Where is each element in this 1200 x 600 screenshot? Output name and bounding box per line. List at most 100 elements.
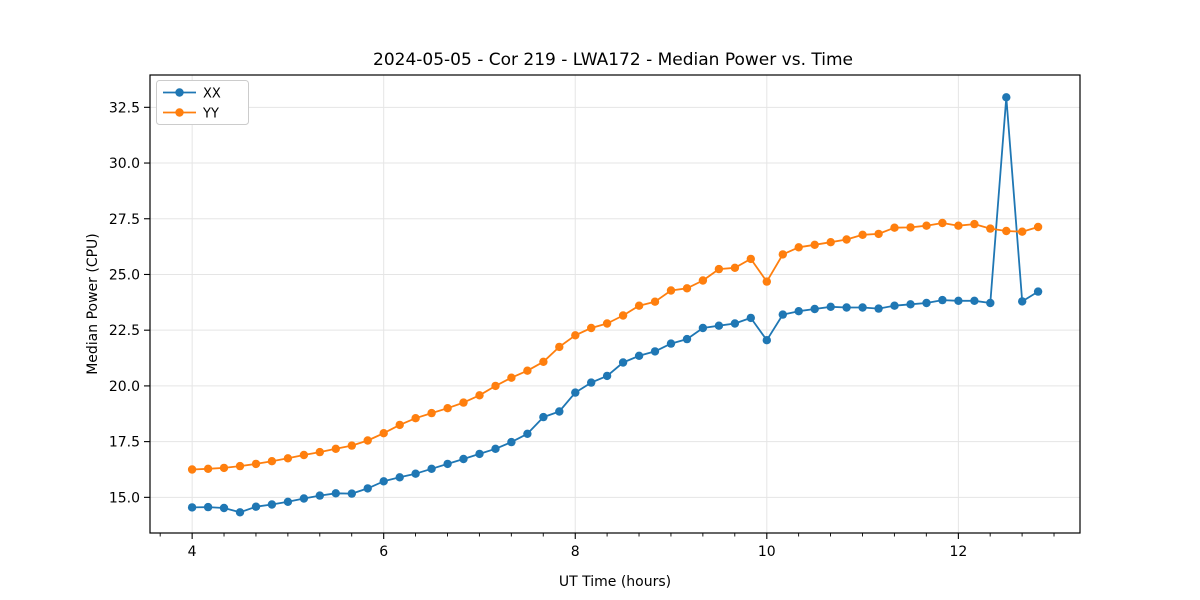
series-YY-marker xyxy=(571,331,580,340)
series-XX-marker xyxy=(571,388,580,397)
series-XX-marker xyxy=(954,296,963,305)
y-tick-label: 17.5 xyxy=(109,435,140,451)
legend-label-xx: XX xyxy=(203,87,221,102)
series-YY-marker xyxy=(666,286,676,295)
series-XX-marker xyxy=(906,300,915,309)
series-YY-marker xyxy=(203,464,213,473)
series-XX-marker xyxy=(235,508,245,517)
series-YY-marker xyxy=(235,461,245,471)
plot-border xyxy=(149,74,1081,534)
series-XX-marker xyxy=(187,503,197,512)
series-YY-marker xyxy=(507,373,516,382)
series-YY-marker xyxy=(906,223,915,232)
series-XX-marker xyxy=(507,437,516,447)
y-tick-label: 25.0 xyxy=(109,267,140,283)
series-YY-marker xyxy=(491,381,500,391)
y-tick-label: 30.0 xyxy=(109,156,140,172)
series-XX-marker xyxy=(794,307,803,316)
series-XX-marker xyxy=(1018,297,1027,306)
legend-marker-xx xyxy=(175,88,184,97)
series-XX-marker xyxy=(970,296,979,305)
series-YY-marker xyxy=(459,398,468,407)
series-YY-marker xyxy=(427,408,436,418)
x-tick-label: 10 xyxy=(758,544,776,560)
series-YY-marker xyxy=(746,254,755,264)
series-XX-marker xyxy=(762,336,771,345)
series-YY-marker xyxy=(682,284,692,293)
series-YY-marker xyxy=(395,420,404,430)
y-tick-label: 32.5 xyxy=(109,100,140,116)
series-XX-marker xyxy=(986,298,995,308)
series-XX-marker xyxy=(315,491,324,500)
series-XX-marker xyxy=(267,500,277,509)
series-XX-marker xyxy=(682,334,692,344)
series-XX-marker xyxy=(858,303,867,312)
series-XX xyxy=(187,93,1043,517)
series-XX-marker xyxy=(810,304,819,314)
series-YY-marker xyxy=(587,323,596,333)
series-YY-marker xyxy=(219,463,229,473)
series-YY-marker xyxy=(938,218,947,228)
series-XX-marker xyxy=(395,473,404,482)
legend: XX YY xyxy=(156,80,249,125)
series-XX-marker xyxy=(746,313,755,323)
chart-title: 2024-05-05 - Cor 219 - LWA172 - Median P… xyxy=(373,50,853,70)
series-XX-marker xyxy=(219,503,229,513)
series-YY-marker xyxy=(555,342,564,352)
series-XX-marker xyxy=(730,319,740,328)
series-XX-marker xyxy=(203,502,213,512)
series-YY-marker xyxy=(730,263,740,272)
series-YY-marker xyxy=(970,219,979,229)
series-XX-marker xyxy=(283,497,293,506)
series-YY-marker xyxy=(379,429,388,438)
series-XX-marker xyxy=(363,484,372,493)
series-XX-marker xyxy=(714,321,724,330)
series-YY-marker xyxy=(618,311,628,320)
series-YY-marker xyxy=(634,301,644,310)
series-YY-line xyxy=(192,222,1039,471)
series-XX-marker xyxy=(555,407,564,416)
series-YY-marker xyxy=(523,366,532,375)
series-XX-marker xyxy=(938,295,947,305)
series-XX-marker xyxy=(459,454,468,464)
series-XX-marker xyxy=(491,444,500,453)
series-YY-marker xyxy=(251,459,261,469)
series-XX-marker xyxy=(650,347,660,356)
legend-marker-yy xyxy=(175,108,184,117)
series-XX-marker xyxy=(299,494,309,503)
series-YY-marker xyxy=(1002,226,1011,236)
series-YY-marker xyxy=(826,238,835,247)
series-YY-marker xyxy=(363,436,372,445)
series-XX-marker xyxy=(602,371,612,381)
series-layer xyxy=(187,93,1043,517)
series-XX-marker xyxy=(1033,287,1043,296)
legend-entry-yy: YY xyxy=(163,107,219,122)
series-YY-marker xyxy=(778,250,787,259)
series-YY-marker xyxy=(315,447,324,457)
series-YY-marker xyxy=(810,240,819,249)
series-XX-marker xyxy=(251,502,261,511)
series-XX-marker xyxy=(427,464,436,473)
series-YY-marker xyxy=(762,277,771,286)
series-YY-marker xyxy=(347,441,356,450)
series-YY xyxy=(187,218,1043,474)
series-YY-marker xyxy=(539,357,548,366)
series-XX-marker xyxy=(890,301,899,310)
tick-layer: 4 6 8 10 12 15.0 17.5 20.0 22.5 25.0 27.5 30.0 32.5 xyxy=(109,100,1055,560)
series-XX-marker xyxy=(874,304,883,313)
y-tick-label: 27.5 xyxy=(109,212,140,228)
series-YY-marker xyxy=(602,319,612,328)
series-XX-marker xyxy=(475,449,484,459)
x-tick-label: 4 xyxy=(188,544,197,560)
series-YY-marker xyxy=(331,444,340,453)
grid-layer xyxy=(150,75,1080,533)
x-tick-label: 6 xyxy=(379,544,388,560)
series-YY-marker xyxy=(954,221,963,230)
series-YY-marker xyxy=(986,224,995,233)
series-XX-marker xyxy=(826,302,835,311)
y-tick-label: 22.5 xyxy=(109,323,140,339)
series-XX-marker xyxy=(634,351,644,360)
series-YY-marker xyxy=(794,243,803,252)
series-YY-marker xyxy=(874,229,883,239)
series-YY-marker xyxy=(267,457,277,466)
